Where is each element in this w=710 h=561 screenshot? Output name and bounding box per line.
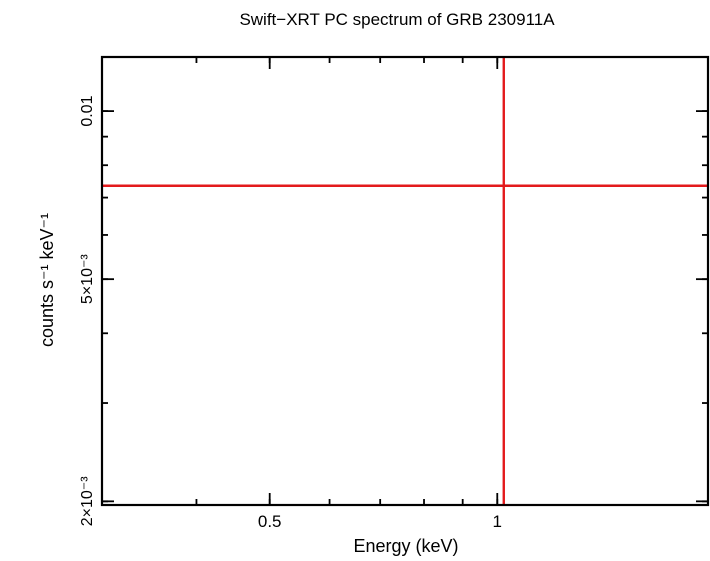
y-tick-label: 2×10⁻³ — [79, 476, 96, 526]
axes: 0.5 1 0.01 5×10⁻³ 2×10⁻³ — [79, 57, 708, 531]
y-tick-label: 0.01 — [79, 95, 96, 126]
plot-frame — [100, 55, 710, 507]
x-tick-label: 0.5 — [258, 512, 282, 531]
y-axis-label: counts s⁻¹ keV⁻¹ — [37, 213, 57, 347]
data-points — [102, 57, 708, 505]
x-tick-label: 1 — [493, 512, 502, 531]
x-axis-label: Energy (keV) — [353, 536, 458, 556]
chart-title: Swift−XRT PC spectrum of GRB 230911A — [239, 10, 555, 29]
y-tick-label: 5×10⁻³ — [79, 254, 96, 304]
